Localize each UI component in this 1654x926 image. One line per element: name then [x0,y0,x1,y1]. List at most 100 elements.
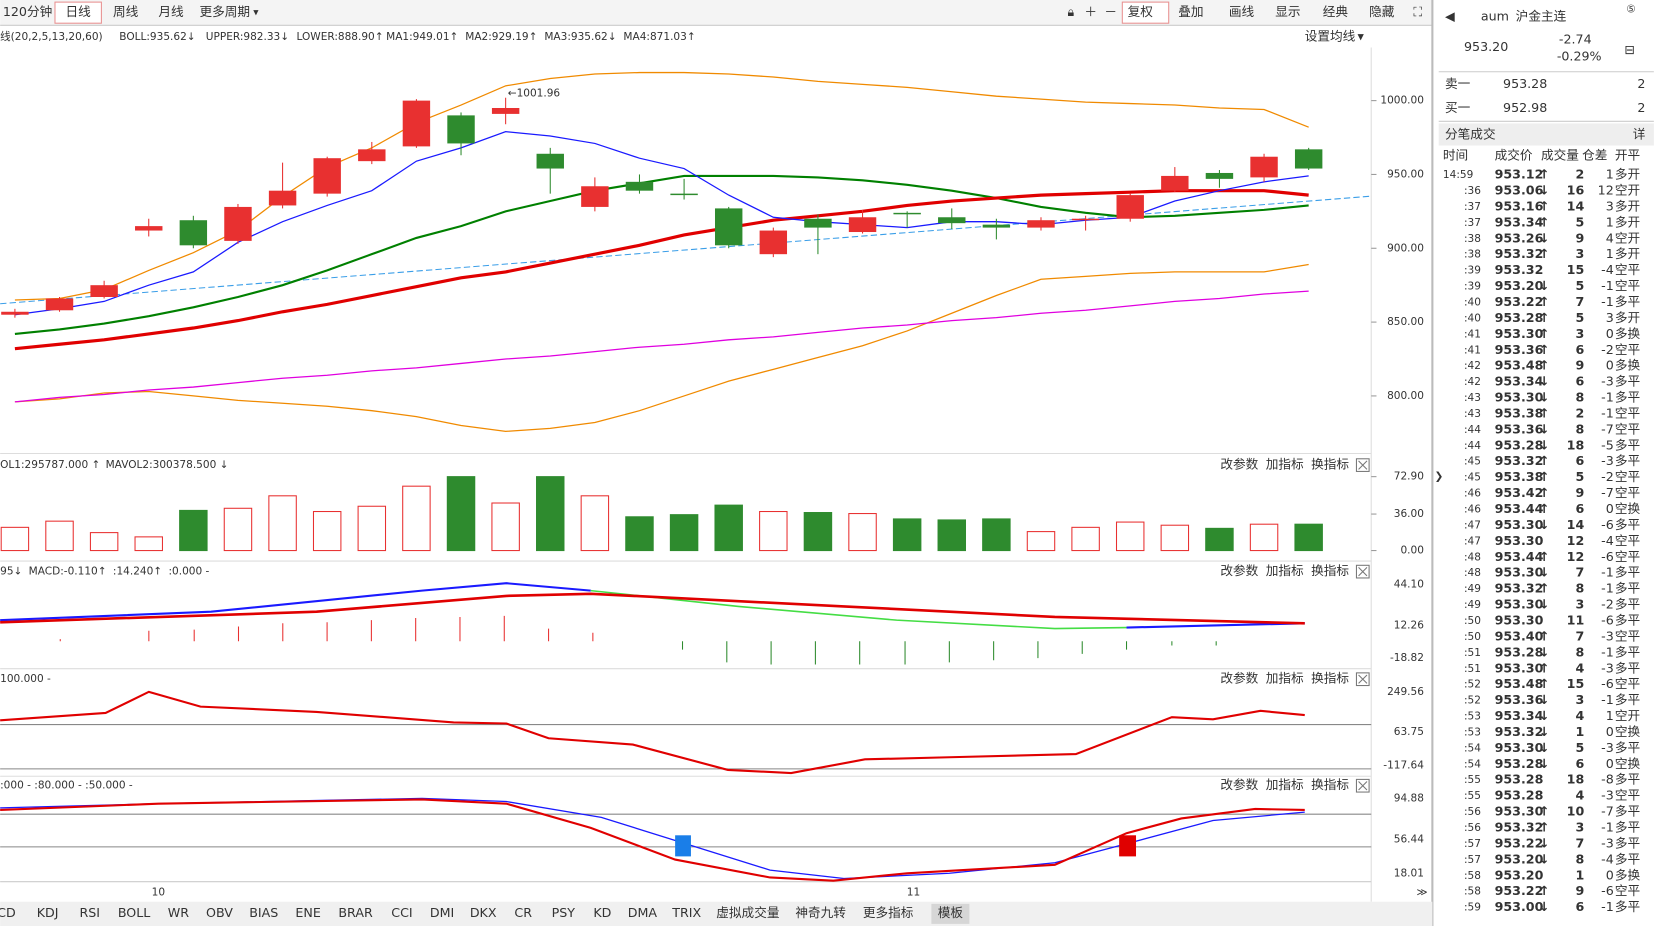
panel-button[interactable]: 改参数 [1220,671,1258,686]
indicator-tab[interactable]: KDJ [37,905,59,920]
tick-time: :45 [1464,472,1481,484]
panel-button[interactable]: 改参数 [1220,457,1258,472]
detail-button[interactable]: 详 [1633,126,1646,141]
tool-button[interactable]: 画线 [1229,4,1255,19]
panel-button[interactable]: 换指标 [1311,671,1349,686]
tick-arrow: ↓ [1539,565,1550,580]
indicator-tab[interactable]: WR [168,905,189,920]
volume-bar [446,476,476,552]
fullscreen-icon[interactable]: ⛶ [1412,4,1423,19]
scroll-arrow[interactable]: ≫ [1417,886,1428,898]
close-button[interactable] [1355,458,1370,472]
tick-time: :55 [1464,790,1481,802]
indicator-tab[interactable]: RSI [80,905,101,920]
tick-arrow: ↑ [1539,326,1550,341]
indicator-tab[interactable]: DMA [628,905,658,920]
panel-button[interactable]: 加指标 [1266,457,1304,472]
ticks-bar [1438,123,1654,146]
tick-diff: -6 [1601,612,1614,627]
tick-diff: -2 [1601,469,1614,484]
collapse-icon[interactable]: ⊟ [1624,42,1635,57]
tick-diff: 0 [1606,724,1614,739]
indicator-tab[interactable]: BIAS [249,905,278,920]
tick-time: :42 [1464,376,1481,388]
panel-button[interactable]: 改参数 [1220,777,1258,792]
candle-body [1071,218,1100,221]
tool-button[interactable]: 叠加 [1178,4,1203,19]
tool-button[interactable]: 隐藏 [1369,4,1395,19]
period-tab[interactable]: 日线 [66,4,92,19]
legend-item: :0.000 - [168,566,209,578]
indicator-tab[interactable]: CR [514,905,532,920]
date-label: 10 [152,886,165,898]
back-icon[interactable]: ◀ [1445,8,1455,23]
close-button[interactable] [1355,672,1370,687]
indicator-tab[interactable]: 模板 [938,905,964,920]
y-tick-label: 1000.00 [1380,95,1424,107]
indicator-tab[interactable]: DMI [430,905,454,920]
tick-volume: 5 [1575,310,1584,325]
tick-type: 空换 [1615,756,1641,771]
tick-price: 953.28 [1495,788,1544,803]
period-tab[interactable]: 120分钟 [3,4,52,19]
period-tab[interactable]: 月线 [158,4,184,19]
tool-button[interactable]: 复权 [1128,4,1154,19]
tick-price: 953.28 [1495,644,1544,659]
volume-bar [1026,531,1056,552]
panel-button[interactable]: 改参数 [1220,563,1258,578]
tick-volume: 16 [1567,183,1585,198]
price-annotation: ←1001.96 [508,88,561,100]
panel-button[interactable]: 加指标 [1266,671,1304,686]
panel-button[interactable]: 换指标 [1311,563,1349,578]
tick-arrow: ↓ [1539,390,1550,405]
settings-button[interactable]: 设置均线 [1305,28,1356,43]
indicator-tab[interactable]: 更多指标 [863,905,914,920]
panel-button[interactable]: 加指标 [1266,563,1304,578]
tick-time: :40 [1464,296,1481,308]
indicator-tab[interactable]: PSY [552,905,576,920]
indicator-tab[interactable]: CCI [391,905,412,920]
badge: ⑤ [1626,3,1635,15]
tick-price: 953.22 [1495,294,1544,309]
tick-arrow: ↓ [1539,437,1550,452]
close-button[interactable] [1355,564,1370,579]
period-tab[interactable]: 更多周期 [199,4,250,19]
panel-button[interactable]: 换指标 [1311,457,1349,472]
indicator-tab[interactable]: BOLL [118,905,150,920]
tick-type: 多平 [1615,772,1640,787]
period-tab[interactable]: 周线 [113,4,139,19]
indicator-tab[interactable]: DKX [470,905,497,920]
collapse-arrow[interactable]: ❯ [1434,471,1443,483]
lock-icon[interactable]: 🔒︎ [1067,4,1074,19]
tick-diff: -4 [1601,851,1614,866]
indicator-tab[interactable]: 虚拟成交量 [716,905,780,920]
volume-bar [89,532,119,552]
tick-volume: 3 [1575,246,1584,261]
indicator-tab[interactable]: 神奇九转 [795,905,846,920]
tool-button[interactable]: 显示 [1275,4,1300,19]
volume-bar [803,512,833,552]
indicator-tab[interactable]: CD [0,905,16,920]
tick-arrow: ↓ [1539,835,1550,850]
col-header: 仓差 [1582,148,1607,163]
tick-volume: 5 [1575,740,1584,755]
indicator-tab[interactable]: ENE [295,905,320,920]
minus-icon[interactable]: － [1104,4,1117,19]
indicator-tab[interactable]: BRAR [338,905,373,920]
code: aum [1481,8,1509,23]
legend-item: LOWER:888.90↑ [297,31,384,43]
indicator-tab[interactable]: KD [593,905,611,920]
tick-volume: 11 [1567,612,1585,627]
tick-arrow: ↑ [1539,310,1550,325]
tick-type: 空平 [1615,405,1640,420]
panel-button[interactable]: 加指标 [1266,777,1304,792]
close-button[interactable] [1355,778,1370,793]
tool-button[interactable]: 经典 [1323,4,1349,19]
plus-icon[interactable]: ＋ [1084,4,1097,19]
tick-arrow: ↓ [1539,597,1550,612]
indicator-tab[interactable]: OBV [206,905,233,920]
indicator-tab[interactable]: TRIX [671,905,701,920]
tick-volume: 6 [1575,342,1584,357]
panel-button[interactable]: 换指标 [1311,777,1349,792]
tick-arrow: ↑ [1539,485,1550,500]
